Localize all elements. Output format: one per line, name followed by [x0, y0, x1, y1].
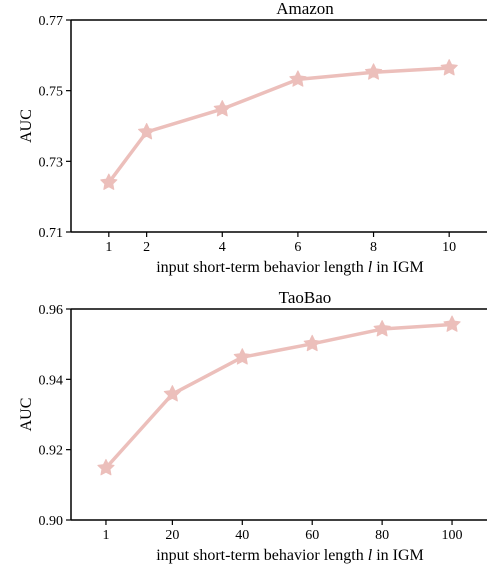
- taobao-chart: 0.90 0.92 0.94 0.96 1 20 40 60 80 100 TaoBao input …: [18, 288, 487, 564]
- taobao-y-tick-label: 0.94: [39, 373, 64, 388]
- taobao-x-tick-label: 80: [375, 528, 389, 543]
- taobao-x-axis-label: input short-term behavior length l in IG…: [156, 547, 424, 564]
- taobao-y-axis-label: AUC: [18, 398, 35, 432]
- amazon-data-point: [440, 59, 458, 76]
- amazon-x-axis-label: input short-term behavior length l in IG…: [156, 259, 424, 276]
- taobao-data-point: [373, 320, 391, 337]
- taobao-y-tick-label: 0.92: [39, 444, 64, 459]
- taobao-x-tick-label: 1: [102, 528, 109, 543]
- taobao-x-axis-label-prefix: input short-term behavior length: [156, 547, 368, 564]
- taobao-chart-title: TaoBao: [279, 288, 332, 307]
- taobao-data-point: [97, 458, 115, 476]
- amazon-series-line: [107, 66, 451, 185]
- taobao-series-line: [104, 322, 454, 470]
- taobao-data-point: [233, 348, 251, 365]
- amazon-x-tick-label: 6: [294, 240, 301, 255]
- amazon-x-tick-label: 10: [442, 240, 456, 255]
- amazon-x-tick-label: 1: [105, 240, 112, 255]
- amazon-x-tick-label: 8: [370, 240, 377, 255]
- taobao-y-tick-label: 0.96: [39, 303, 64, 318]
- amazon-x-axis-label-var: l: [368, 259, 373, 276]
- amazon-data-point: [100, 173, 118, 190]
- amazon-x-tick-label: 2: [143, 240, 150, 255]
- taobao-data-point: [443, 315, 461, 332]
- taobao-data-point: [303, 334, 321, 352]
- amazon-y-tick-label: 0.77: [39, 14, 64, 29]
- amazon-data-point: [364, 63, 383, 80]
- taobao-x-axis-label-var: l: [368, 547, 373, 564]
- amazon-y-tick-label: 0.73: [39, 155, 64, 170]
- amazon-data-point: [289, 70, 307, 87]
- taobao-x-tick-label: 60: [305, 528, 319, 543]
- taobao-x-tick-label: 40: [235, 528, 249, 543]
- amazon-x-tick-label: 4: [219, 240, 226, 255]
- amazon-x-axis-label-suffix: in IGM: [372, 259, 424, 276]
- amazon-y-tick-label: 0.75: [39, 85, 64, 100]
- taobao-x-tick-label: 100: [442, 528, 463, 543]
- taobao-x-axis-label-suffix: in IGM: [372, 547, 424, 564]
- amazon-y-tick-label: 0.71: [39, 226, 64, 241]
- taobao-x-tick-label: 20: [165, 528, 179, 543]
- amazon-data-point: [213, 100, 231, 117]
- amazon-x-axis-label-prefix: input short-term behavior length: [156, 259, 368, 276]
- amazon-chart: 0.71 0.73 0.75 0.77 1 2 4 6 8 10 Amazon input short…: [18, 0, 487, 276]
- amazon-data-point: [138, 123, 156, 140]
- amazon-chart-title: Amazon: [276, 0, 334, 18]
- amazon-y-axis-label: AUC: [18, 109, 35, 143]
- taobao-data-point: [163, 385, 181, 402]
- taobao-y-tick-label: 0.90: [39, 514, 64, 529]
